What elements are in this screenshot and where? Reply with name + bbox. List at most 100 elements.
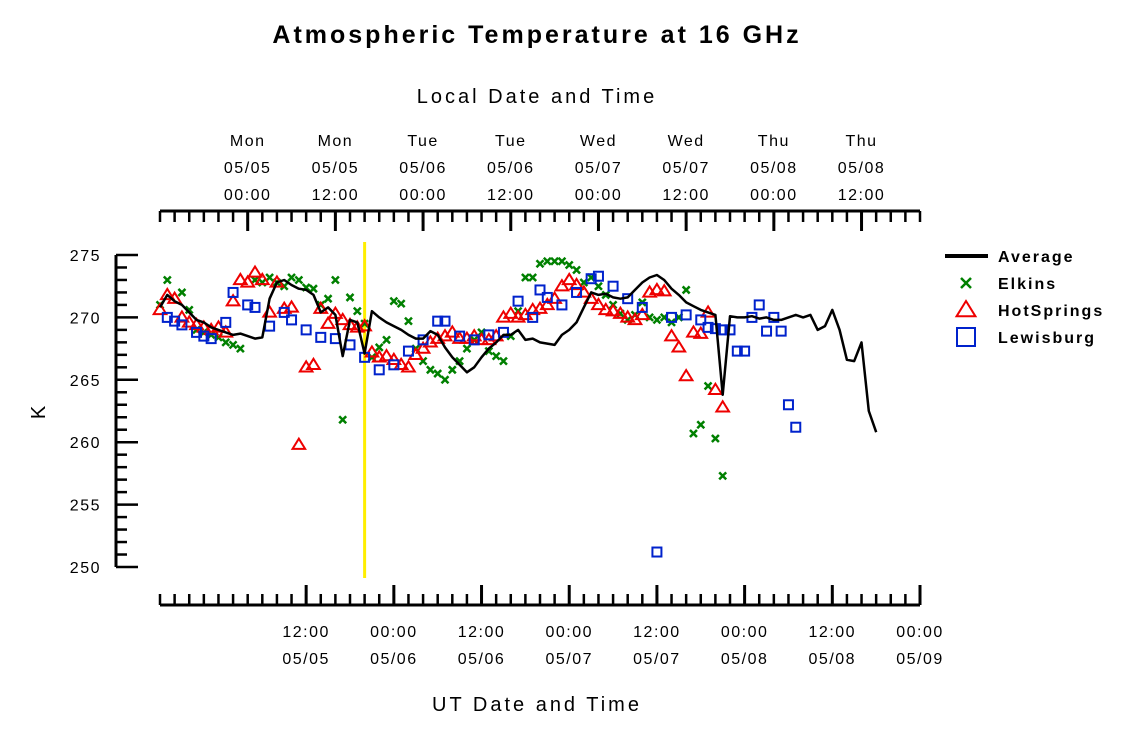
- data-point-hotsprings: [385, 351, 402, 366]
- series-line-average: [158, 273, 878, 433]
- data-point-elkins: [221, 337, 231, 347]
- y-tick-label: 270: [70, 310, 101, 327]
- top-tick-date-label: 05/06: [399, 160, 447, 177]
- data-point-elkins: [162, 275, 172, 285]
- top-tick-day-label: Wed: [668, 133, 705, 150]
- legend-swatch-elkins: [960, 277, 972, 289]
- data-point-lewisburg: [176, 319, 188, 331]
- data-point-lewisburg: [556, 299, 568, 311]
- bottom-tick-time-label: 12:00: [282, 624, 330, 641]
- data-point-elkins: [440, 375, 450, 385]
- data-point-hotsprings: [678, 368, 695, 382]
- data-point-elkins: [294, 275, 304, 285]
- data-point-hotsprings: [707, 381, 724, 395]
- data-point-lewisburg: [753, 299, 765, 311]
- data-point-hotsprings: [363, 344, 381, 358]
- bottom-tick-time-label: 00:00: [721, 624, 769, 641]
- data-point-hotsprings: [619, 309, 636, 323]
- legend: Average Elkins HotSprings Lewisburg: [945, 249, 1104, 347]
- data-point-elkins: [404, 316, 413, 326]
- data-point-lewisburg: [388, 359, 400, 371]
- data-point-hotsprings: [561, 272, 578, 286]
- data-point-lewisburg: [315, 331, 327, 343]
- chart-title: Atmospheric Temperature at 16 GHz: [272, 21, 801, 49]
- data-point-elkins: [184, 305, 194, 315]
- top-tick-date-label: 05/06: [487, 160, 535, 177]
- data-point-hotsprings: [656, 283, 673, 297]
- top-tick-date-label: 05/07: [662, 160, 710, 177]
- data-point-lewisburg: [541, 291, 553, 303]
- data-point-hotsprings: [224, 293, 242, 307]
- data-point-elkins: [447, 365, 457, 375]
- data-point-hotsprings: [290, 436, 307, 450]
- data-point-elkins: [550, 256, 559, 266]
- data-point-elkins: [542, 256, 552, 266]
- data-point-lewisburg: [439, 315, 451, 327]
- data-point-elkins: [499, 356, 508, 366]
- data-point-lewisburg: [468, 334, 480, 346]
- data-point-elkins: [396, 299, 406, 309]
- data-point-hotsprings: [495, 309, 512, 323]
- data-point-elkins: [323, 294, 333, 304]
- data-point-elkins: [535, 259, 545, 269]
- bottom-tick-time-label: 12:00: [458, 624, 506, 641]
- data-point-elkins: [564, 260, 574, 270]
- data-point-lewisburg: [592, 270, 604, 282]
- top-tick-date-label: 05/08: [838, 160, 886, 177]
- top-tick-time-label: 12:00: [312, 187, 360, 204]
- data-point-lewisburg: [651, 546, 663, 558]
- data-point-elkins: [484, 346, 494, 356]
- data-point-hotsprings: [239, 274, 256, 288]
- data-point-elkins: [331, 275, 340, 285]
- data-point-hotsprings: [648, 282, 666, 296]
- bottom-tick-date-label: 05/07: [545, 651, 593, 668]
- data-point-lewisburg: [432, 315, 444, 327]
- data-point-lewisburg: [666, 311, 678, 323]
- bottom-tick-time-label: 12:00: [633, 624, 681, 641]
- legend-label-average: Average: [998, 249, 1075, 266]
- ticks: Mon 05/05 00:00 Mon 05/05 12:00 Tue 05/06 00:00 T…: [70, 133, 944, 668]
- top-tick-day-label: Wed: [580, 133, 617, 150]
- data-point-lewisburg: [483, 329, 495, 341]
- data-point-elkins: [426, 365, 435, 375]
- top-tick-time-label: 12:00: [838, 187, 886, 204]
- data-point-elkins: [521, 273, 530, 282]
- data-point-hotsprings: [531, 300, 549, 314]
- data-point-lewisburg: [286, 314, 298, 326]
- top-tick-time-label: 00:00: [750, 187, 798, 204]
- data-point-lewisburg: [249, 301, 261, 313]
- data-point-elkins: [491, 351, 501, 361]
- data-point-hotsprings: [334, 311, 351, 326]
- data-point-lewisburg: [454, 330, 466, 342]
- top-tick-time-label: 00:00: [399, 187, 447, 204]
- legend-label-hotsprings: HotSprings: [998, 303, 1104, 320]
- data-point-lewisburg: [242, 299, 254, 311]
- data-point-elkins: [681, 285, 691, 295]
- bottom-tick-date-label: 05/09: [896, 651, 944, 668]
- bottom-tick-time-label: 00:00: [370, 624, 418, 641]
- bottom-tick-date-label: 05/06: [458, 651, 506, 668]
- data-point-lewisburg: [731, 345, 743, 357]
- data-point-hotsprings: [414, 340, 432, 354]
- chart-marks: [151, 242, 878, 578]
- data-point-lewisburg: [702, 321, 714, 333]
- data-point-hotsprings: [502, 305, 519, 319]
- data-point-elkins: [360, 319, 369, 329]
- data-point-elkins: [718, 471, 728, 481]
- bottom-tick-date-label: 05/05: [282, 651, 330, 668]
- data-point-elkins: [177, 288, 187, 297]
- data-point-elkins: [652, 315, 662, 325]
- y-tick-label: 275: [70, 248, 101, 265]
- data-point-lewisburg: [775, 325, 787, 337]
- data-point-elkins: [557, 256, 567, 266]
- data-point-hotsprings: [246, 264, 264, 278]
- data-point-lewisburg: [205, 333, 217, 345]
- data-point-elkins: [287, 273, 296, 282]
- data-point-lewisburg: [790, 421, 802, 433]
- data-point-elkins: [352, 306, 362, 316]
- data-point-hotsprings: [714, 399, 731, 413]
- data-point-elkins: [265, 273, 274, 282]
- data-point-lewisburg: [198, 330, 210, 342]
- bottom-tick-time-label: 00:00: [545, 624, 593, 641]
